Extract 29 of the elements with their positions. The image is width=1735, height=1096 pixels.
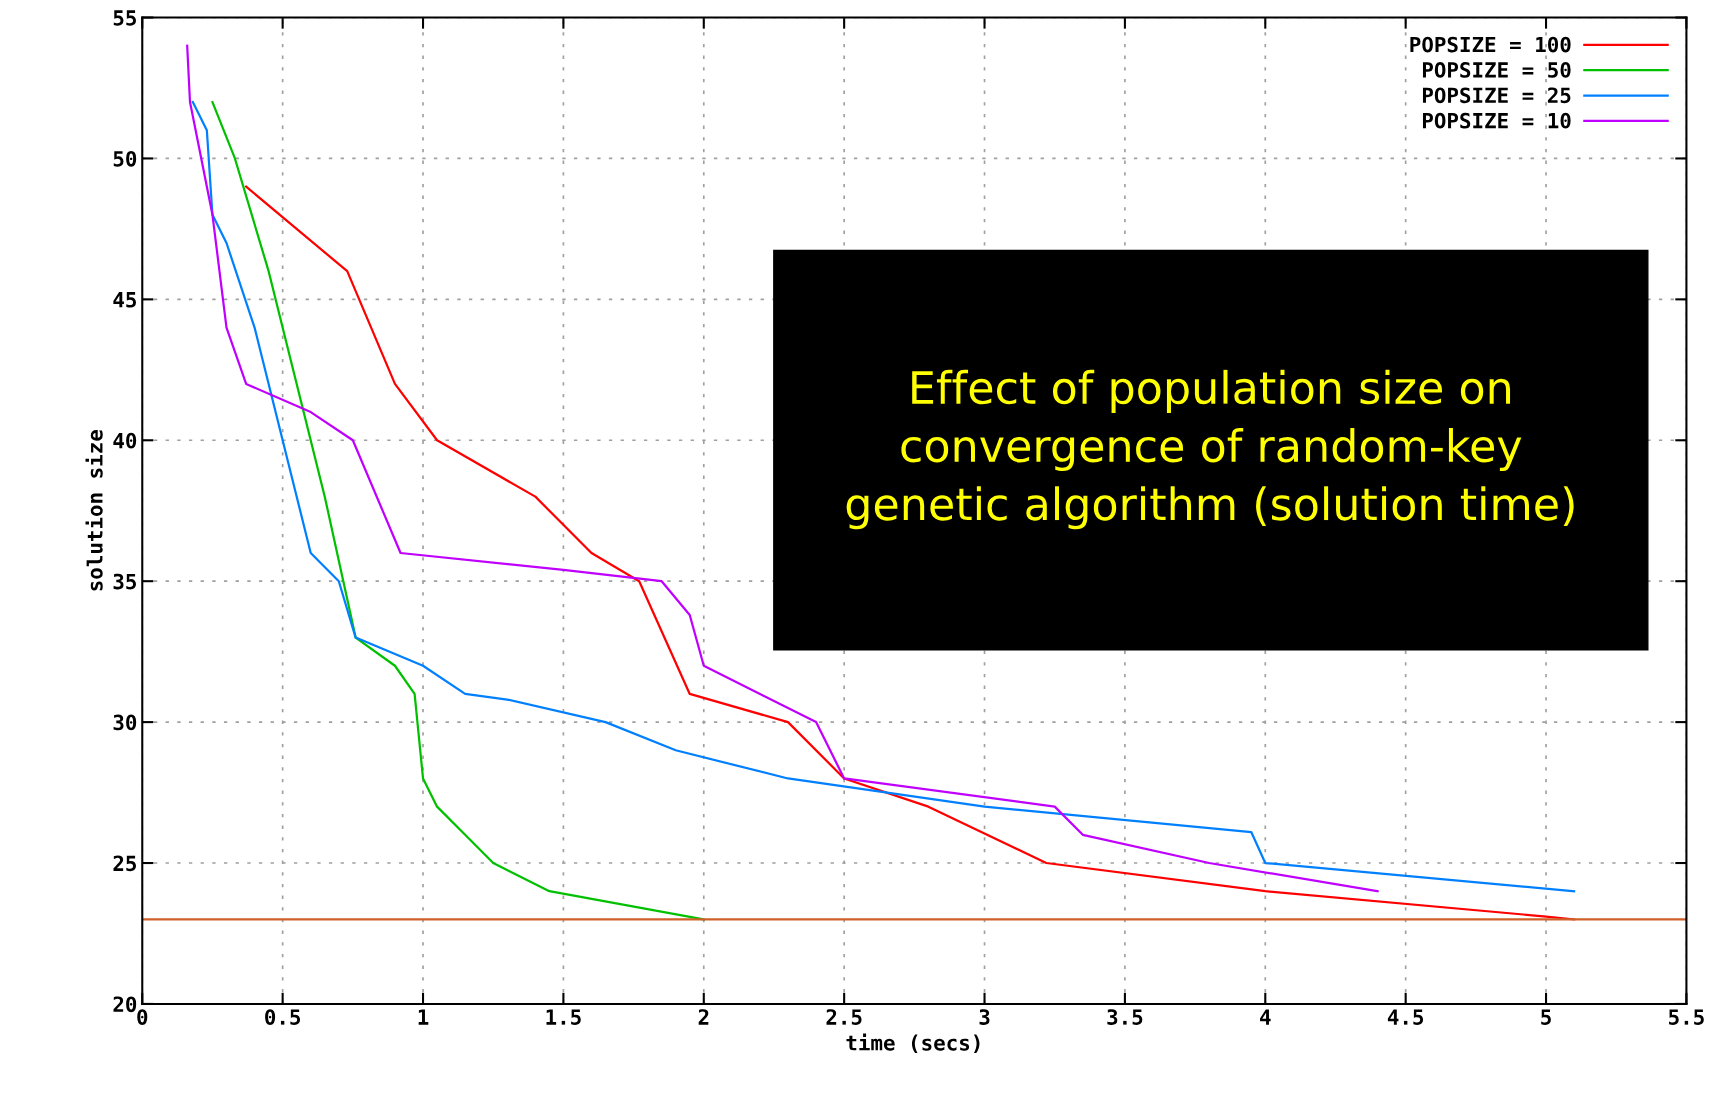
y-tick-label: 50 [113,150,137,167]
legend-label: POPSIZE = 50 [1422,62,1571,78]
x-tick-label: 2.5 [826,1009,862,1025]
x-tick-label: 2 [698,1009,709,1025]
annotation: Effect of population size on convergence of random-key genetic algorithm (solution time) [846,369,1574,530]
x-tick-label: 5.5 [1669,1009,1704,1025]
line-series [211,100,705,921]
line-series [245,185,1576,921]
x-axis-title: time (secs) [846,1033,980,1054]
x-tick-label: 5 [1541,1009,1551,1025]
x-tick-label: 0.5 [265,1009,301,1025]
x-tick-label: 3.5 [1107,1009,1143,1025]
x-tick-label: 3 [979,1009,990,1025]
y-tick-label: 20 [113,996,137,1013]
x-tick-label: 0 [137,1009,148,1025]
x-tick-label: 4 [1260,1009,1271,1025]
legend-label: POPSIZE = 100 [1410,36,1571,53]
y-tick-label: 55 [113,10,136,26]
x-tick-label: 1.5 [546,1009,581,1025]
x-tick-label: 4.5 [1387,1009,1424,1025]
y-tick-label: 35 [113,573,136,590]
y-axis-title: solution size [85,430,103,591]
y-tick-label: 25 [113,855,136,872]
x-tick-label: 1 [418,1009,429,1025]
legend-label: POPSIZE = 25 [1422,87,1571,104]
legend-label: POPSIZE = 10 [1422,112,1571,129]
y-tick-label: 45 [113,292,136,308]
y-tick-label: 40 [113,432,137,449]
y-tick-label: 30 [113,714,137,731]
